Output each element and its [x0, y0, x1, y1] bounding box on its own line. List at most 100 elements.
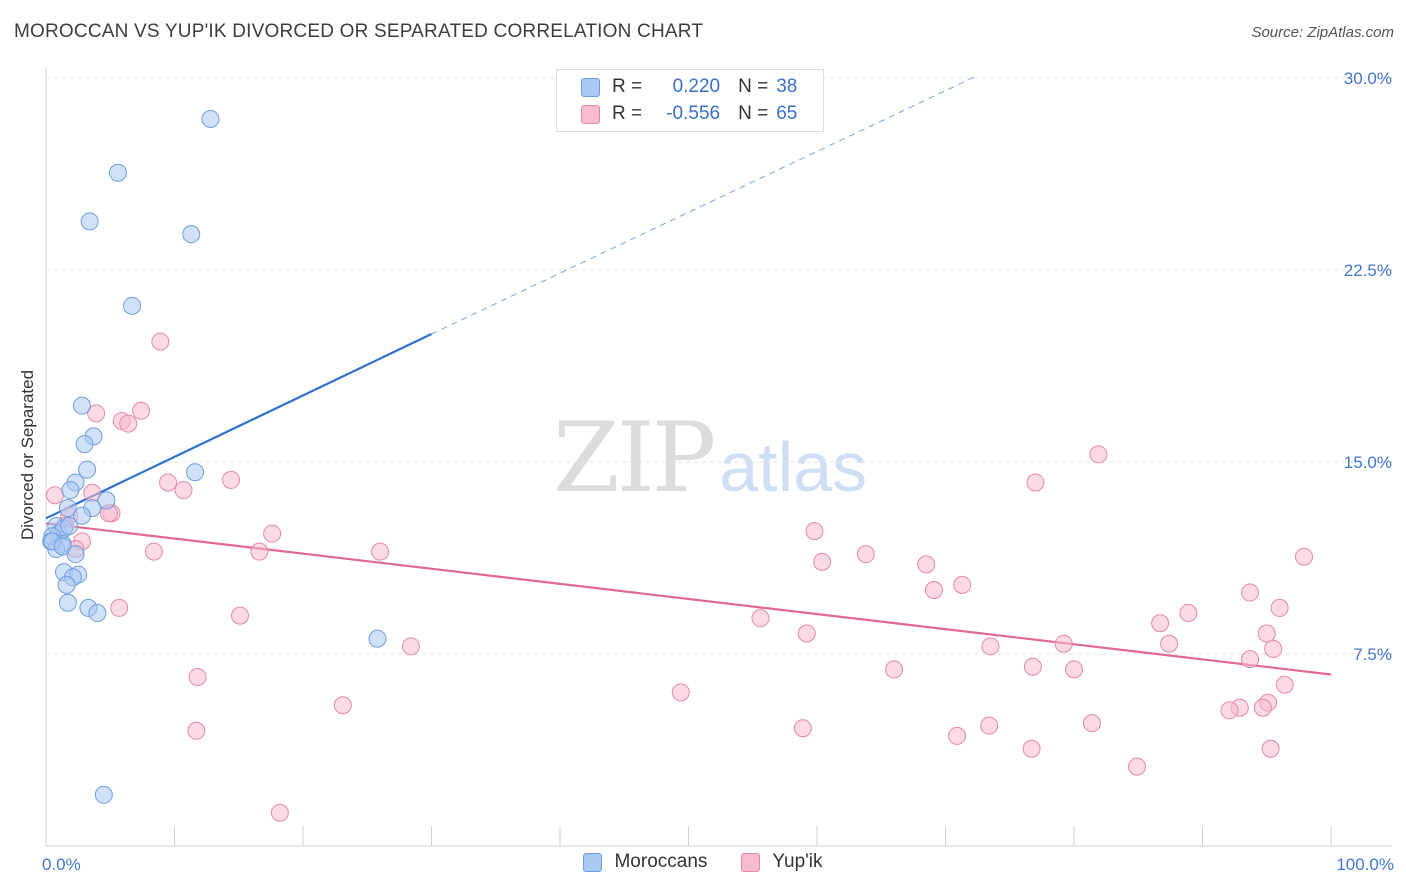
yupik-point	[1151, 614, 1170, 633]
yupik-point	[1082, 714, 1101, 733]
yupik-point	[222, 470, 241, 489]
yupik-point	[980, 716, 999, 735]
chart-title: MOROCCAN VS YUP'IK DIVORCED OR SEPARATED…	[14, 21, 704, 42]
yupik-point	[981, 637, 1000, 656]
moroccan-point	[97, 491, 116, 510]
yupik-point	[671, 683, 690, 702]
moroccan-point	[75, 435, 94, 454]
yupik-point	[263, 524, 282, 543]
trend-lines	[45, 74, 1332, 676]
yupik-point	[1264, 639, 1283, 658]
moroccan-point	[123, 296, 142, 315]
x-tick-label: 0.0%	[42, 855, 81, 874]
bottom-legend-label-moroccans: Moroccans	[614, 851, 708, 872]
moroccan-point	[201, 109, 220, 128]
bottom-legend-swatch-yupik	[741, 852, 761, 872]
yupik-point	[250, 542, 269, 561]
legend-r-value: -0.556	[666, 103, 721, 124]
yupik-point	[1241, 650, 1260, 669]
moroccan-point	[66, 545, 85, 564]
yupik-point	[953, 575, 972, 594]
moroccan-point	[182, 225, 201, 244]
yupik-point	[856, 545, 875, 564]
yupik-point	[1054, 634, 1073, 653]
yupik-point	[174, 481, 193, 500]
moroccan-point	[61, 481, 80, 500]
yupik-point	[333, 696, 352, 715]
moroccan-point	[57, 575, 76, 594]
moroccan-point	[72, 506, 91, 525]
yupik-point	[1065, 660, 1083, 679]
yupik-point	[132, 401, 151, 420]
moroccan-point	[60, 517, 79, 535]
bottom-legend: Moroccans Yup'ik	[0, 851, 1406, 873]
yupik-point	[151, 332, 170, 351]
yupik-point	[110, 598, 129, 617]
legend-n-label: N =	[738, 103, 769, 124]
moroccan-point	[80, 212, 99, 231]
tick-labels: 7.5% 15.0% 22.5% 30.0% 0.0% 100.0%	[42, 69, 1394, 874]
legend-swatch-yupik	[581, 104, 600, 124]
yupik-point	[1275, 675, 1294, 694]
yupik-point	[87, 404, 106, 423]
yupik-point	[751, 609, 770, 628]
moroccan-point	[78, 460, 97, 479]
data-points	[42, 109, 1314, 822]
bottom-legend-label-yupik: Yup'ik	[772, 851, 823, 872]
yupik-point	[1241, 583, 1260, 602]
yupik-point	[45, 486, 64, 505]
moroccan-point	[58, 499, 77, 518]
y-tick-label: 30.0%	[1344, 69, 1392, 88]
yupik-point	[231, 606, 250, 625]
moroccan-trend-line	[45, 333, 432, 520]
moroccan-point	[94, 785, 113, 804]
legend-swatch-moroccans	[581, 77, 600, 97]
legend-row-yupik: R = -0.556 N = 65	[581, 102, 797, 126]
yupik-point	[917, 555, 936, 574]
yupik-point	[793, 719, 812, 738]
yupik-point	[188, 668, 207, 687]
grid-lines	[46, 77, 1392, 655]
yupik-point	[187, 721, 206, 740]
yupik-point	[813, 552, 832, 571]
yupik-point	[1220, 701, 1239, 720]
yupik-point	[885, 660, 904, 679]
legend-n-value: 65	[776, 103, 798, 124]
moroccan-trend-extension	[431, 74, 978, 335]
yupik-point	[270, 803, 289, 822]
bottom-legend-swatch-moroccans	[583, 852, 603, 872]
legend-r-label: R =	[612, 103, 643, 124]
legend-r-value: 0.220	[672, 76, 721, 97]
yupik-point	[924, 581, 943, 599]
yupik-point	[144, 542, 163, 561]
yupik-point	[371, 542, 390, 561]
legend: R = 0.220 N = 38 R = -0.556 N = 65	[556, 69, 824, 132]
yupik-trend-line	[45, 522, 1332, 676]
y-tick-label: 22.5%	[1344, 261, 1392, 280]
moroccan-point	[72, 396, 91, 415]
legend-row-moroccans: R = 0.220 N = 38	[581, 75, 797, 99]
yupik-point	[1127, 757, 1146, 776]
yupik-point	[1026, 473, 1045, 492]
yupik-point	[119, 414, 138, 433]
yupik-point	[1270, 598, 1289, 617]
moroccan-point	[88, 604, 107, 623]
yupik-point	[797, 624, 816, 643]
y-tick-label: 7.5%	[1353, 645, 1392, 664]
y-tick-label: 15.0%	[1344, 453, 1392, 472]
yupik-point	[401, 637, 420, 656]
moroccan-point	[108, 163, 127, 182]
moroccan-point	[368, 629, 387, 648]
bottom-legend-moroccans: Moroccans	[583, 851, 707, 873]
yupik-point	[159, 473, 178, 492]
source-label: Source: ZipAtlas.com	[1251, 24, 1394, 41]
yupik-point	[1160, 634, 1179, 653]
yupik-point	[1022, 739, 1041, 758]
legend-n-value: 38	[776, 76, 798, 97]
yupik-point	[1089, 445, 1108, 464]
yupik-point	[1023, 657, 1042, 676]
yupik-point	[1179, 604, 1198, 623]
yupik-point	[805, 522, 824, 541]
yupik-point	[948, 726, 967, 745]
